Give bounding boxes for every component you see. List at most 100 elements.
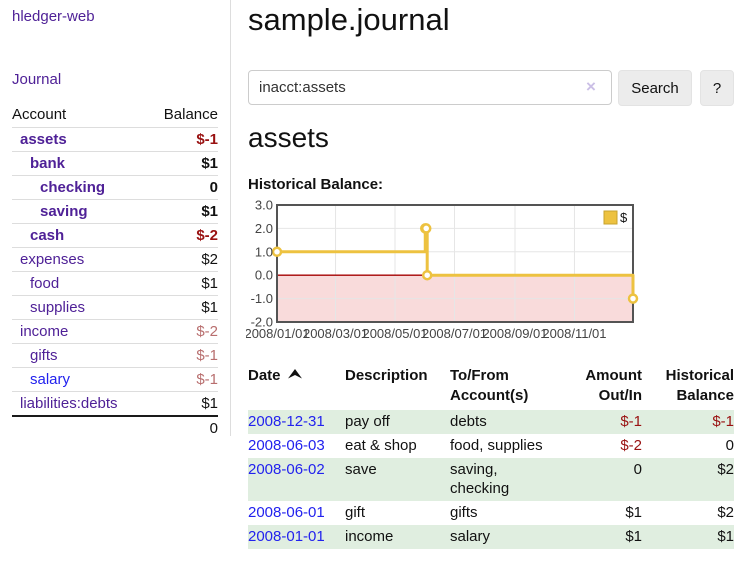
account-balance: $1 <box>148 391 218 416</box>
sidebar-account-link[interactable]: bank <box>30 155 66 172</box>
account-row: food $1 <box>12 271 218 296</box>
sidebar-account-link[interactable]: salary <box>30 371 71 388</box>
account-balance: $-1 <box>148 343 218 368</box>
x-tick-label: 2008/01/01 <box>246 326 310 341</box>
y-tick-label: 0.0 <box>255 268 273 283</box>
header-label: Description <box>345 367 428 384</box>
sidebar-item-journal[interactable]: Journal <box>12 71 62 88</box>
accounts-cell: debts <box>450 413 487 430</box>
y-tick-label: 3.0 <box>255 200 273 213</box>
register-row: 2008-06-01 gift gifts $1 $2 <box>248 501 734 525</box>
account-row: bank $1 <box>12 151 218 176</box>
y-tick-label: -2.0 <box>251 315 273 330</box>
amount-cell: 0 <box>633 461 642 478</box>
sidebar-account-link[interactable]: gifts <box>30 347 58 364</box>
balance-cell: $2 <box>717 504 734 521</box>
transaction-date-link[interactable]: 2008-06-01 <box>248 504 325 521</box>
register-header-row: Date Description To/From Account(s) Amount Ou… <box>248 366 734 410</box>
account-row: salary $-1 <box>12 367 218 392</box>
x-tick-label: 2008/03/01 <box>303 326 368 341</box>
x-tick-label: 2008/11/01 <box>542 326 606 341</box>
register-row: 2008-01-01 income salary $1 $1 <box>248 525 734 549</box>
account-name-cell: saving <box>12 199 149 224</box>
account-row: expenses $2 <box>12 247 218 272</box>
accounts-table-body: assets $-1 bank $1 checking 0 saving $1 cash $-2 e… <box>12 127 218 440</box>
header-label: Amount <box>585 367 642 384</box>
sidebar-account-link[interactable]: checking <box>40 179 106 196</box>
amount-cell: $-1 <box>620 413 642 430</box>
sidebar-account-link[interactable]: income <box>20 323 69 340</box>
y-tick-label: 2.0 <box>255 221 273 236</box>
accounts-cell: salary <box>450 528 491 545</box>
date-cell: 2008-06-02 <box>248 458 345 501</box>
account-name-cell: liabilities:debts <box>12 391 149 416</box>
account-row: assets $-1 <box>12 127 218 152</box>
amount-cell: $1 <box>625 504 642 521</box>
account-balance: $-2 <box>148 223 218 248</box>
data-point-marker <box>627 293 639 304</box>
account-row: supplies $1 <box>12 295 218 320</box>
data-point-marker <box>420 223 432 234</box>
sidebar-account-link[interactable]: assets <box>20 131 67 148</box>
account-name-cell: income <box>12 319 149 344</box>
date-cell: 2008-06-03 <box>248 434 345 458</box>
chart-title: Historical Balance: <box>248 176 384 193</box>
search-input[interactable] <box>248 70 612 105</box>
account-balance: 0 <box>148 175 218 200</box>
header-label: Account(s) <box>450 387 529 404</box>
amount-cell: $1 <box>625 528 642 545</box>
header-label: Date <box>248 367 281 384</box>
amount-cell: $-2 <box>620 437 642 454</box>
description-cell: gift <box>345 504 366 521</box>
sidebar-account-link[interactable]: supplies <box>30 299 86 316</box>
register-column-header-date[interactable]: Date <box>248 366 345 410</box>
register-row: 2008-06-02 save saving, checking 0 $2 <box>248 458 734 501</box>
account-row: saving $1 <box>12 199 218 224</box>
total-spacer <box>12 415 149 440</box>
transaction-date-link[interactable]: 2008-06-02 <box>248 461 325 478</box>
legend-swatch <box>603 210 618 225</box>
sort-ascending-icon <box>287 369 302 379</box>
sidebar-account-link[interactable]: liabilities:debts <box>20 395 118 412</box>
sidebar-account-link[interactable]: expenses <box>20 251 85 268</box>
description-cell: eat & shop <box>345 437 417 454</box>
date-cell: 2008-01-01 <box>248 525 345 549</box>
transaction-date-link[interactable]: 2008-01-01 <box>248 528 325 545</box>
transaction-date-link[interactable]: 2008-06-03 <box>248 437 325 454</box>
date-cell: 2008-06-01 <box>248 501 345 525</box>
accounts-cell: food, supplies <box>450 437 543 454</box>
account-name-cell: expenses <box>12 247 149 272</box>
balance-column-header: Balance <box>163 106 218 123</box>
historical-balance-chart: $3.0 2.0 1.0 0.0 -1.0 -2.02008/01/012008/03/0… <box>246 200 639 341</box>
account-row: checking 0 <box>12 175 218 200</box>
account-balance: $1 <box>148 295 218 320</box>
account-name-cell: assets <box>12 127 149 152</box>
account-row: income $-2 <box>12 319 218 344</box>
app-title-link[interactable]: hledger-web <box>12 8 95 25</box>
balance-cell: $2 <box>717 461 734 478</box>
data-point-marker <box>421 269 433 281</box>
register-column-header-tofrom: To/From Account(s) <box>450 366 562 410</box>
account-balance: $1 <box>148 151 218 176</box>
transaction-date-link[interactable]: 2008-12-31 <box>248 413 325 430</box>
sidebar-account-link[interactable]: cash <box>30 227 65 244</box>
sidebar-account-link[interactable]: food <box>30 275 60 292</box>
register-column-header-description: Description <box>345 366 450 410</box>
accounts-cell: saving, checking <box>450 461 510 497</box>
header-label: Out/In <box>598 387 642 404</box>
account-name-cell: gifts <box>12 343 149 368</box>
page-title: sample.journal <box>248 2 450 37</box>
sidebar-account-link[interactable]: saving <box>40 203 88 220</box>
sidebar-divider <box>230 0 231 436</box>
search-button[interactable]: Search <box>618 70 692 106</box>
date-cell: 2008-12-31 <box>248 410 345 434</box>
register-row: 2008-12-31 pay off debts $-1 $-1 <box>248 410 734 434</box>
balance-cell: 0 <box>725 437 734 454</box>
clear-search-icon[interactable]: × <box>586 77 596 96</box>
search-form: × Search ? <box>248 70 742 107</box>
y-tick-label: -1.0 <box>251 291 273 306</box>
data-point-marker <box>271 246 283 258</box>
chart-border <box>276 204 634 323</box>
help-button[interactable]: ? <box>700 70 734 106</box>
description-cell: save <box>345 461 377 478</box>
